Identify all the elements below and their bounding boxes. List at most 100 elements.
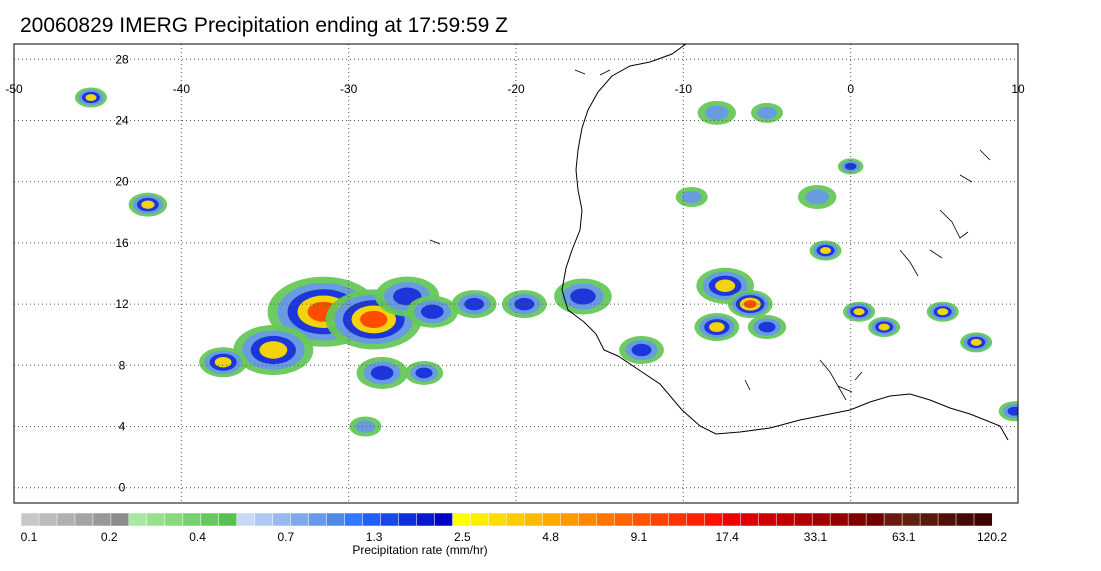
rain-cell: [709, 322, 725, 332]
rain-cell: [141, 200, 155, 209]
colorbar-tick-label: 2.5: [454, 530, 471, 544]
rain-cell: [214, 357, 232, 368]
colorbar-swatch: [775, 512, 795, 527]
colorbar-swatch: [110, 512, 130, 527]
colorbar-swatch: [182, 512, 202, 527]
colorbar-swatch: [92, 512, 112, 527]
rain-cell: [715, 279, 736, 293]
axis-tick-labels: -50 -40 -30 -20 -10 0 10 28 24 20 16 12 8 4 0: [5, 52, 1025, 494]
lat-lon-grid: [14, 44, 1018, 503]
colorbar-swatch: [506, 512, 526, 527]
longitude-tick-label: -30: [340, 82, 358, 96]
colorbar-tick-label: 0.2: [101, 530, 118, 544]
rain-cell: [259, 341, 288, 359]
rain-cell: [853, 308, 865, 316]
colorbar-swatch: [128, 512, 148, 527]
colorbar-swatch: [560, 512, 579, 527]
colorbar-tick-label: 33.1: [804, 530, 828, 544]
colorbar-swatch: [416, 512, 436, 527]
rain-cell: [820, 247, 832, 255]
colorbar-swatch: [955, 512, 975, 527]
rain-cell: [631, 343, 652, 357]
colorbar-swatch: [847, 512, 867, 527]
latitude-tick-label: 20: [115, 175, 129, 189]
latitude-tick-label: 28: [115, 52, 129, 66]
rain-cell: [970, 338, 982, 346]
colorbar-swatch: [56, 512, 76, 527]
longitude-tick-label: -20: [507, 82, 525, 96]
colorbar-swatch: [632, 512, 651, 527]
latitude-tick-label: 16: [115, 236, 129, 250]
rain-cell: [360, 310, 388, 328]
rain-cell: [420, 304, 444, 319]
africa-coastline: [561, 44, 1009, 441]
colorbar-swatch: [650, 512, 669, 527]
rain-cell: [514, 297, 535, 311]
colorbar-swatch: [272, 512, 292, 527]
colorbar-swatch: [218, 512, 238, 527]
colorbar-tick-label: 63.1: [892, 530, 916, 544]
rain-cell: [355, 420, 376, 433]
colorbar-swatch: [973, 512, 993, 527]
longitude-tick-label: 0: [847, 82, 854, 96]
colorbar-tick-label: 4.8: [542, 530, 559, 544]
colorbar-swatch: [470, 512, 490, 527]
colorbar-swatch: [542, 512, 561, 527]
inland-water-outlines: [429, 69, 991, 401]
colorbar-swatch: [164, 512, 184, 527]
colorbar-tick-label: 0.1: [21, 530, 38, 544]
colorbar-swatch: [757, 512, 777, 527]
colorbar-swatch: [901, 512, 921, 527]
rain-cell: [758, 321, 776, 333]
colorbar-title: Precipitation rate (mm/hr): [352, 543, 487, 557]
map-title: 20060829 IMERG Precipitation ending at 1…: [20, 14, 508, 37]
colorbar-tick-label: 0.7: [277, 530, 294, 544]
colorbar-swatch: [146, 512, 166, 527]
longitude-tick-label: 10: [1011, 82, 1025, 96]
coastline: [429, 44, 1009, 441]
colorbar-swatch: [704, 512, 723, 527]
colorbar-swatch: [488, 512, 508, 527]
colorbar-tick-label: 0.4: [189, 530, 206, 544]
colorbar-swatch: [686, 512, 705, 527]
colorbar-swatch: [524, 512, 544, 527]
longitude-tick-label: -40: [173, 82, 191, 96]
colorbar-swatch: [452, 512, 472, 527]
rain-cell: [844, 162, 857, 170]
colorbar-swatch: [308, 512, 328, 527]
rain-cell: [681, 190, 702, 204]
latitude-tick-label: 4: [119, 420, 126, 434]
colorbar-swatch: [722, 512, 741, 527]
colorbar-swatch: [398, 512, 418, 527]
rain-cell: [415, 367, 433, 379]
colorbar-swatch: [380, 512, 400, 527]
colorbar-swatch: [829, 512, 849, 527]
colorbar-swatch: [578, 512, 597, 527]
colorbar: 0.1 0.2 0.4 0.7 1.3 2.5 4.8 9.1 17.4 33.1 63.1 120.…: [20, 512, 1007, 557]
colorbar-swatch: [865, 512, 885, 527]
precipitation-field: [74, 87, 1018, 437]
colorbar-swatch: [614, 512, 633, 527]
rain-cell: [757, 106, 777, 120]
longitude-tick-label: -10: [675, 82, 693, 96]
latitude-tick-label: 8: [119, 358, 126, 372]
colorbar-swatch: [362, 512, 382, 527]
rain-cell: [370, 365, 394, 381]
rain-cell: [704, 105, 729, 121]
colorbar-tick-label: 17.4: [716, 530, 740, 544]
colorbar-swatch: [883, 512, 903, 527]
colorbar-tick-label: 1.3: [366, 530, 383, 544]
rain-cell: [805, 189, 830, 205]
rain-cell: [1007, 406, 1018, 416]
rain-cell: [878, 323, 890, 331]
colorbar-swatch: [20, 512, 40, 527]
colorbar-swatch: [74, 512, 94, 527]
colorbar-swatch: [236, 512, 256, 527]
colorbar-swatch: [596, 512, 615, 527]
rain-cell: [937, 308, 949, 316]
longitude-tick-label: -50: [5, 82, 23, 96]
rain-cell: [570, 288, 596, 305]
colorbar-swatch: [937, 512, 957, 527]
colorbar-swatch: [434, 512, 454, 527]
